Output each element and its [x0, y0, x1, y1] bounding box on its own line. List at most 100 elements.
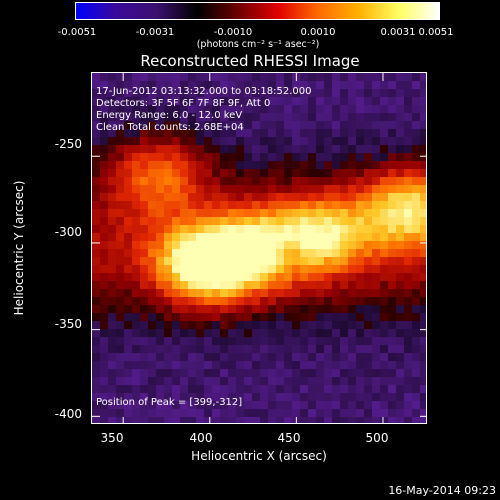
heatmap-cell: [324, 113, 332, 121]
heatmap-cell: [148, 113, 156, 121]
heatmap-cell: [100, 409, 108, 417]
heatmap-cell: [108, 169, 116, 177]
heatmap-cell: [364, 129, 372, 137]
heatmap-cell: [260, 249, 268, 257]
heatmap-cell: [244, 201, 252, 209]
heatmap-cell: [156, 345, 164, 353]
heatmap-cell: [356, 377, 364, 385]
heatmap-cell: [316, 393, 324, 401]
heatmap-cell: [124, 129, 132, 137]
heatmap-cell: [300, 217, 308, 225]
heatmap-cell: [348, 81, 356, 89]
heatmap-cell: [340, 385, 348, 393]
heatmap-cell: [188, 145, 196, 153]
heatmap-cell: [284, 89, 292, 97]
heatmap-cell: [116, 417, 124, 423]
heatmap-cell: [188, 225, 196, 233]
heatmap-cell: [260, 273, 268, 281]
heatmap-cell: [228, 169, 236, 177]
heatmap-cell: [364, 177, 372, 185]
heatmap-cell: [164, 217, 172, 225]
heatmap-cell: [116, 297, 124, 305]
heatmap-cell: [212, 281, 220, 289]
heatmap-cell: [380, 361, 388, 369]
heatmap-cell: [316, 105, 324, 113]
heatmap-cell: [276, 361, 284, 369]
heatmap-cell: [188, 217, 196, 225]
heatmap-cell: [132, 73, 140, 81]
heatmap-cell: [380, 385, 388, 393]
heatmap-cell: [228, 305, 236, 313]
heatmap-cell: [300, 361, 308, 369]
heatmap-cell: [204, 113, 212, 121]
heatmap-cell: [276, 409, 284, 417]
heatmap-cell: [324, 289, 332, 297]
heatmap-cell: [124, 305, 132, 313]
heatmap-cell: [404, 281, 412, 289]
heatmap-cell: [220, 393, 228, 401]
heatmap-cell: [196, 201, 204, 209]
heatmap-cell: [252, 169, 260, 177]
heatmap-cell: [404, 137, 412, 145]
heatmap-cell: [316, 137, 324, 145]
heatmap-cell: [252, 129, 260, 137]
heatmap-cell: [364, 361, 372, 369]
heatmap-cell: [332, 241, 340, 249]
heatmap-cell: [396, 177, 404, 185]
heatmap-cell: [212, 81, 220, 89]
heatmap-cell: [172, 217, 180, 225]
heatmap-cell: [284, 137, 292, 145]
info-counts: Clean Total counts: 2.68E+04: [96, 122, 244, 133]
heatmap-cell: [308, 393, 316, 401]
heatmap-cell: [92, 217, 100, 225]
heatmap-cell: [268, 369, 276, 377]
heatmap-cell: [244, 385, 252, 393]
heatmap-cell: [220, 193, 228, 201]
heatmap-cell: [124, 393, 132, 401]
heatmap-cell: [412, 289, 420, 297]
heatmap-cell: [420, 361, 426, 369]
heatmap-cell: [300, 105, 308, 113]
heatmap-cell: [404, 249, 412, 257]
heatmap-cell: [420, 241, 426, 249]
heatmap-cell: [268, 241, 276, 249]
heatmap-cell: [332, 313, 340, 321]
heatmap-cell: [348, 273, 356, 281]
heatmap-cell: [404, 153, 412, 161]
heatmap-cell: [268, 233, 276, 241]
heatmap-cell: [156, 249, 164, 257]
heatmap-cell: [340, 265, 348, 273]
heatmap-cell: [308, 193, 316, 201]
heatmap-cell: [212, 273, 220, 281]
heatmap-cell: [332, 257, 340, 265]
heatmap-cell: [276, 377, 284, 385]
heatmap-cell: [388, 249, 396, 257]
heatmap-cell: [332, 201, 340, 209]
heatmap-cell: [284, 113, 292, 121]
heatmap-cell: [300, 169, 308, 177]
heatmap-cell: [196, 265, 204, 273]
heatmap-cell: [116, 249, 124, 257]
heatmap-cell: [364, 89, 372, 97]
heatmap-cell: [100, 281, 108, 289]
heatmap-cell: [324, 161, 332, 169]
heatmap-cell: [268, 289, 276, 297]
heatmap-cell: [116, 329, 124, 337]
heatmap-cell: [196, 89, 204, 97]
heatmap-cell: [316, 233, 324, 241]
heatmap-cell: [244, 377, 252, 385]
heatmap-cell: [404, 177, 412, 185]
heatmap-cell: [140, 337, 148, 345]
heatmap-cell: [388, 329, 396, 337]
heatmap-cell: [420, 377, 426, 385]
heatmap-cell: [276, 369, 284, 377]
heatmap-cell: [340, 337, 348, 345]
heatmap-cell: [292, 409, 300, 417]
heatmap-cell: [212, 361, 220, 369]
heatmap-cell: [164, 97, 172, 105]
heatmap-cell: [308, 153, 316, 161]
heatmap-cell: [268, 257, 276, 265]
heatmap-cell: [244, 121, 252, 129]
heatmap-cell: [92, 257, 100, 265]
y-tick-label: -300: [54, 225, 82, 239]
